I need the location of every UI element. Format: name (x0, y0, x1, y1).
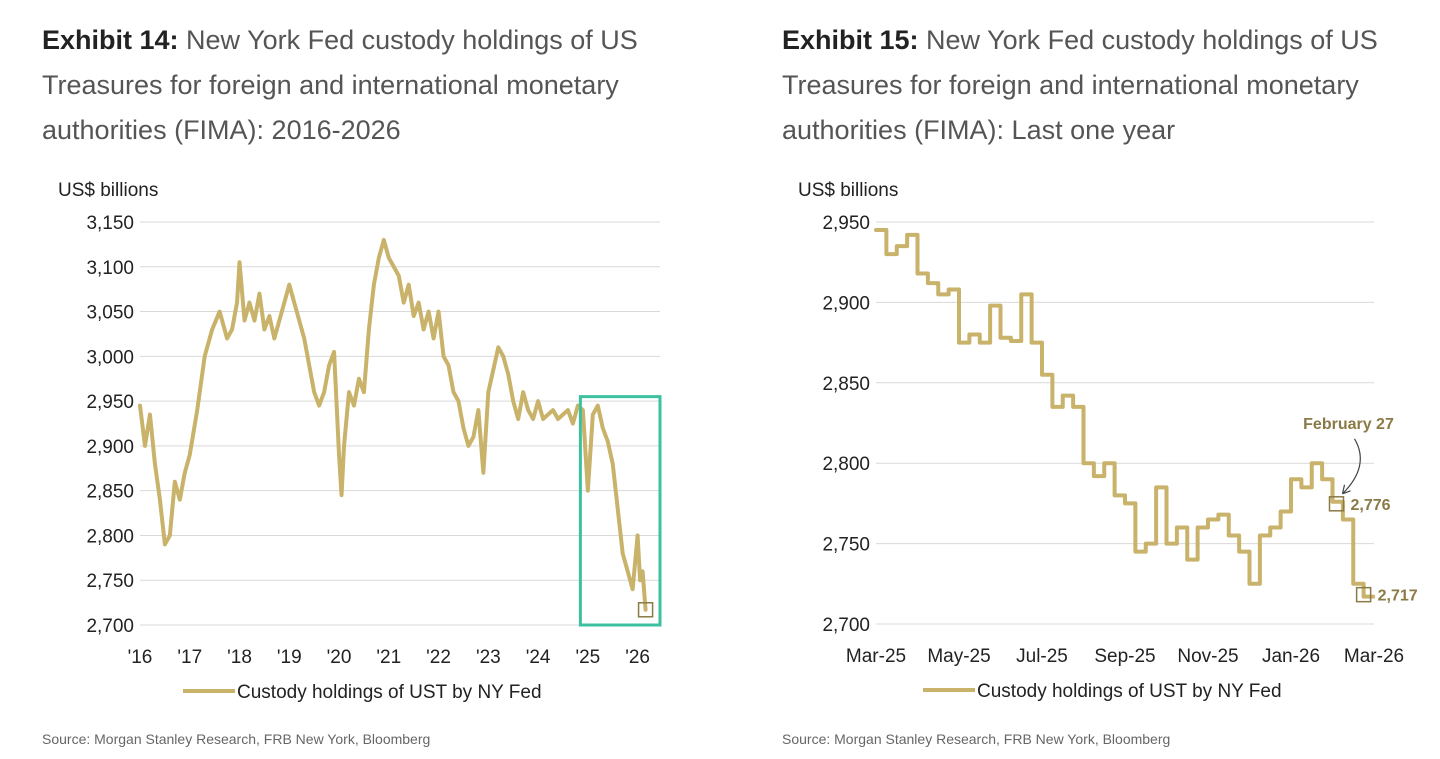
exhibit-14-y-tick: 2,900 (86, 437, 134, 458)
exhibit-15-annotation-arrowhead (1341, 484, 1351, 495)
exhibit-14-y-unit: US$ billions (58, 180, 158, 201)
exhibit-15-value-2776: 2,776 (1351, 497, 1391, 514)
exhibit-15-marker-feb27 (1328, 496, 1345, 512)
exhibit-14-end-marker (637, 602, 654, 618)
exhibit-15-y-tick: 2,900 (822, 293, 870, 314)
exhibit-15-x-tick: May-25 (927, 646, 990, 667)
exhibit-15-title: Exhibit 15: New York Fed custody holding… (782, 18, 1440, 153)
exhibit-15-label: Exhibit 15: (782, 25, 919, 55)
exhibit-14-panel: Exhibit 14: New York Fed custody holding… (42, 18, 702, 747)
exhibit-15-y-tick: 2,750 (822, 535, 870, 556)
exhibit-15-marker-latest (1355, 586, 1372, 603)
exhibit-15-y-unit: US$ billions (798, 180, 898, 201)
exhibit-15-y-tick: 2,850 (822, 374, 870, 395)
exhibit-14-y-tick: 3,100 (86, 258, 134, 279)
exhibit-14-y-tick: 2,950 (86, 392, 134, 413)
exhibit-15-x-tick: Mar-25 (846, 646, 906, 667)
exhibit-15-legend-label: Custody holdings of UST by NY Fed (977, 681, 1282, 702)
exhibit-15-panel: Exhibit 15: New York Fed custody holding… (740, 0, 1440, 759)
exhibit-14-title: Exhibit 14: New York Fed custody holding… (42, 18, 702, 153)
exhibit-14-y-tick: 2,750 (86, 571, 134, 592)
exhibit-14-y-tick: 3,150 (86, 213, 134, 234)
exhibit-14-y-tick: 2,800 (86, 526, 134, 547)
exhibit-14-x-tick: '23 (476, 647, 501, 668)
exhibit-15-y-tick: 2,700 (822, 615, 870, 636)
exhibit-14-y-tick: 3,050 (86, 303, 134, 324)
exhibit-15-title-text: New York Fed custody holdings of US Trea… (782, 25, 1378, 145)
exhibit-14-x-tick: '20 (327, 647, 352, 668)
exhibit-15-annotation-arrow (1342, 438, 1361, 495)
exhibit-14-x-tick: '22 (426, 647, 451, 668)
exhibit-15-x-tick: Jul-25 (1016, 646, 1068, 667)
exhibit-14-x-tick: '18 (227, 647, 252, 668)
exhibit-15-source: Source: Morgan Stanley Research, FRB New… (782, 731, 1171, 747)
exhibit-14-legend-label: Custody holdings of UST by NY Fed (237, 682, 542, 703)
exhibit-15-x-tick: Nov-25 (1177, 646, 1238, 667)
exhibit-14-chart: US$ billions 3,150 3,100 3,050 3,000 2,950 2,9… (58, 180, 662, 703)
exhibit-14-x-tick: '19 (277, 647, 302, 668)
exhibit-15-chart: US$ billions 2,950 2,900 2,850 2,800 2,750 2,7… (798, 180, 1418, 702)
exhibit-15-x-tick: Sep-25 (1094, 646, 1155, 667)
exhibit-14-y-tick: 2,700 (86, 616, 134, 637)
exhibit-14-series-line (138, 237, 648, 612)
exhibit-15-annotation-date: February 27 (1303, 416, 1394, 433)
exhibit-14-label: Exhibit 14: (42, 25, 179, 55)
exhibit-15-y-tick: 2,800 (822, 454, 870, 475)
exhibit-15-series-line (874, 228, 1376, 599)
exhibit-14-x-tick: '17 (177, 647, 202, 668)
exhibit-14-x-tick: '16 (128, 647, 153, 668)
exhibit-14-y-tick: 2,850 (86, 482, 134, 503)
exhibit-15-x-tick: Mar-26 (1344, 646, 1404, 667)
exhibit-14-x-tick: '25 (575, 647, 600, 668)
exhibit-14-source: Source: Morgan Stanley Research, FRB New… (42, 731, 431, 747)
exhibit-15-x-tick: Jan-26 (1262, 646, 1320, 667)
exhibit-14-title-text: New York Fed custody holdings of US Trea… (42, 25, 638, 145)
exhibit-14-x-tick: '21 (376, 647, 401, 668)
exhibit-15-value-2717: 2,717 (1378, 588, 1418, 605)
exhibit-15-y-tick: 2,950 (822, 213, 870, 234)
exhibit-14-x-tick: '26 (625, 647, 650, 668)
exhibit-14-y-tick: 3,000 (86, 347, 134, 368)
exhibit-14-x-tick: '24 (526, 647, 551, 668)
exhibit-14-highlight-box (578, 395, 662, 627)
